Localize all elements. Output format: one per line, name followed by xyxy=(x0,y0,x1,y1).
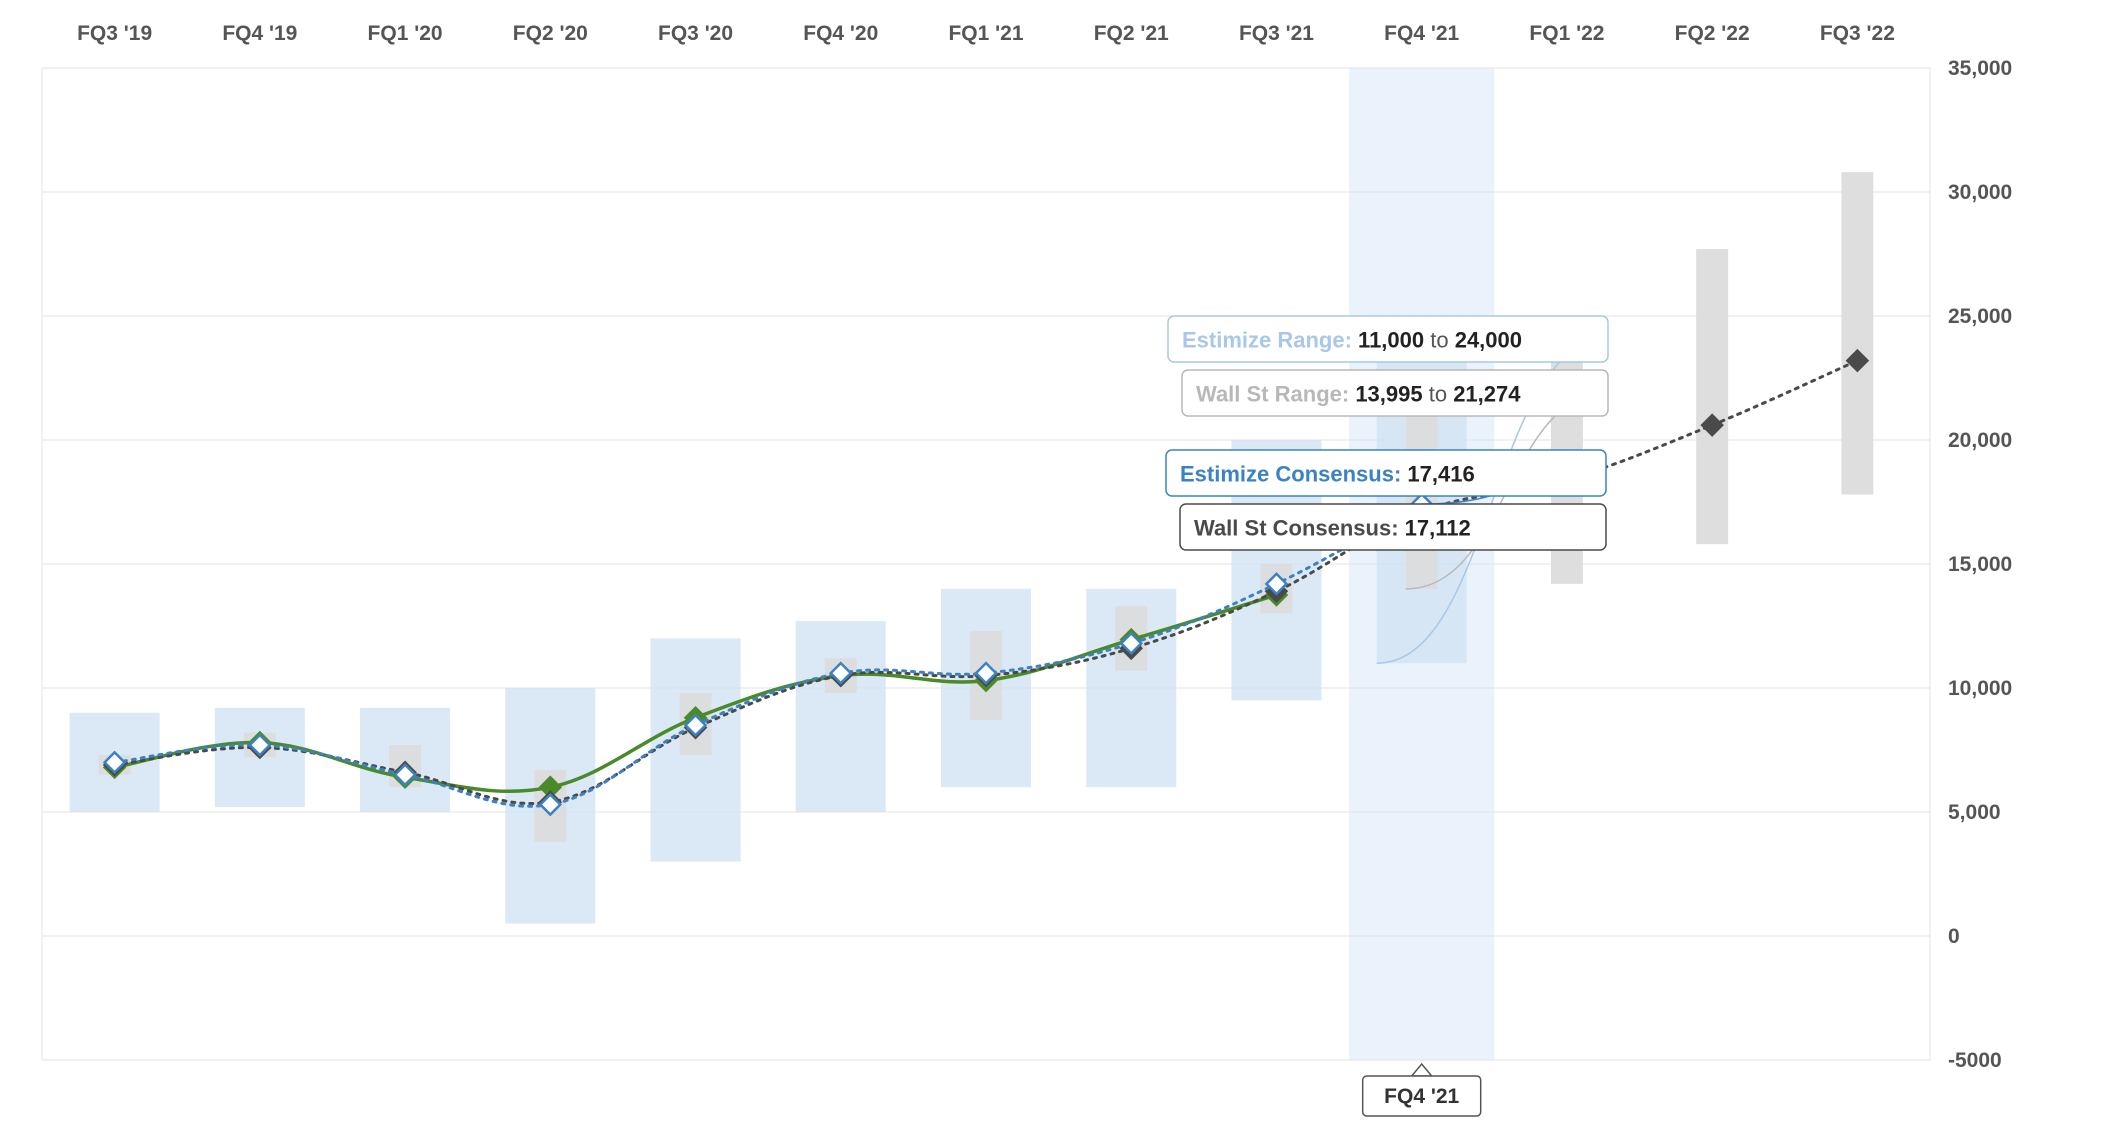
y-axis-label: -5000 xyxy=(1948,1049,2002,1072)
x-axis-label: FQ2 '22 xyxy=(1675,22,1750,45)
x-axis-label: FQ4 '19 xyxy=(222,22,297,45)
axis-marker-label: FQ4 '21 xyxy=(1384,1085,1459,1108)
y-axis-label: 25,000 xyxy=(1948,305,2012,328)
tooltip-text: Estimize Range: 11,000 to 24,000 xyxy=(1182,327,1522,352)
tooltip-text: Wall St Consensus: 17,112 xyxy=(1194,515,1471,540)
y-axis-label: 5,000 xyxy=(1948,801,2001,824)
x-axis-label: FQ1 '21 xyxy=(948,22,1023,45)
tooltip-text: Wall St Range: 13,995 to 21,274 xyxy=(1196,381,1521,406)
wallst-range-bar xyxy=(1841,172,1873,494)
y-axis-label: 35,000 xyxy=(1948,57,2012,80)
tooltip: Wall St Consensus: 17,112 xyxy=(1180,504,1606,550)
wallst-range-bar xyxy=(1696,249,1728,544)
chart-canvas: -5000 0 5,000 10,000 15,000 20,000 25,000 30,00… xyxy=(0,0,2108,1126)
x-axis-label: FQ2 '20 xyxy=(513,22,588,45)
x-axis-label: FQ1 '20 xyxy=(368,22,443,45)
y-axis-label: 0 xyxy=(1948,925,1960,948)
y-axis-label: 30,000 xyxy=(1948,181,2012,204)
x-axis-label: FQ3 '19 xyxy=(77,22,152,45)
x-axis-label: FQ2 '21 xyxy=(1094,22,1169,45)
estimize-range-bar xyxy=(796,621,886,812)
x-axis-label: FQ3 '22 xyxy=(1820,22,1895,45)
x-axis-label: FQ3 '21 xyxy=(1239,22,1314,45)
x-axis-label: FQ4 '20 xyxy=(803,22,878,45)
y-axis-label: 20,000 xyxy=(1948,429,2012,452)
x-axis-label: FQ4 '21 xyxy=(1384,22,1459,45)
tooltip-text: Estimize Consensus: 17,416 xyxy=(1180,461,1475,486)
x-axis-label: FQ1 '22 xyxy=(1529,22,1604,45)
y-axis-label: 15,000 xyxy=(1948,553,2012,576)
estimate-chart: -5000 0 5,000 10,000 15,000 20,000 25,000 30,00… xyxy=(0,0,2108,1126)
x-axis-label: FQ3 '20 xyxy=(658,22,733,45)
y-axis-label: 10,000 xyxy=(1948,677,2012,700)
tooltip: Estimize Consensus: 17,416 xyxy=(1166,450,1606,504)
